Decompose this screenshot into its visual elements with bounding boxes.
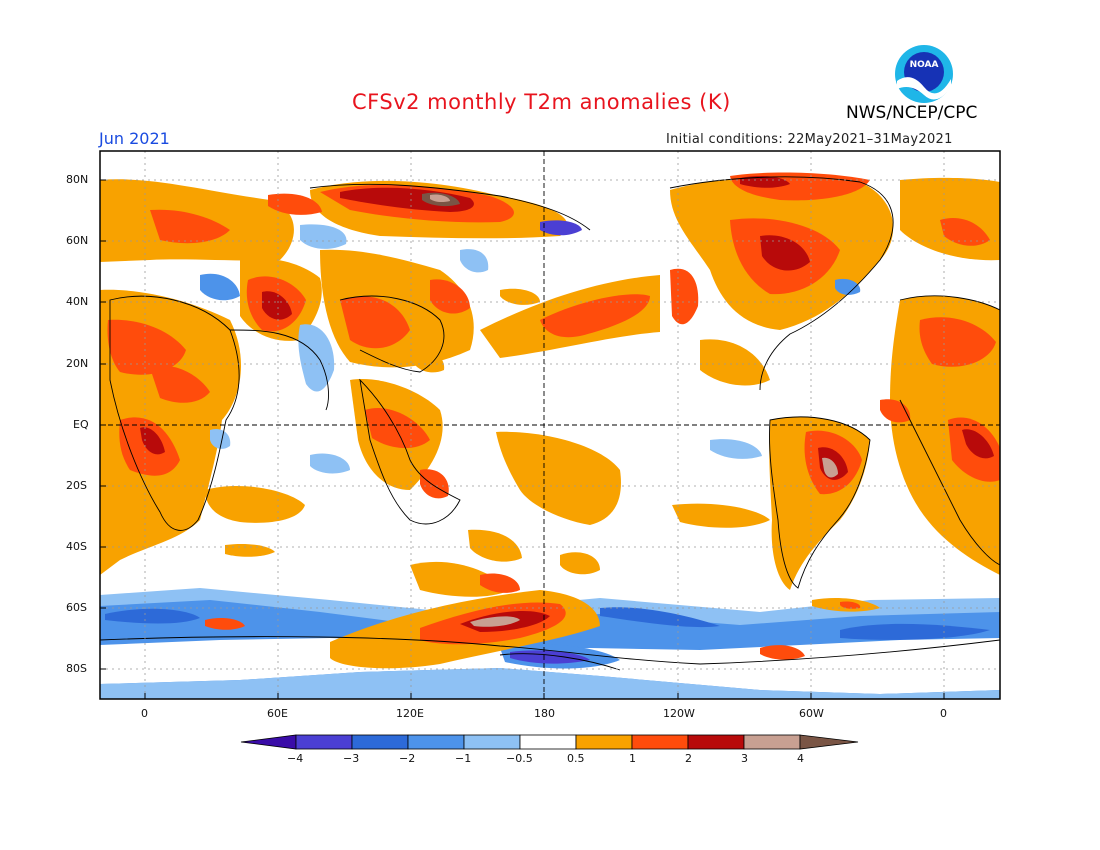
colorbar-bin [575,734,633,750]
colorbar-bin [631,734,689,750]
colorbar-label: −3 [343,752,360,765]
lat-label: 60N [66,234,89,247]
lon-label: 0 [141,707,148,720]
colorbar-label: −4 [287,752,304,765]
lat-label: 20S [66,479,87,492]
lat-label: 40N [66,295,89,308]
colorbar-arrow-high [799,734,859,750]
colorbar [240,734,859,750]
colorbar-label: 1 [629,752,636,765]
colorbar-bin [743,734,801,750]
lat-label: 80S [66,662,87,675]
gridlines [100,151,1000,699]
colorbar-bin [407,734,465,750]
colorbar-bin [295,734,353,750]
axis-ticks [100,179,945,699]
lat-label: 40S [66,540,87,553]
colorbar-label: 2 [685,752,692,765]
colorbar-label: 4 [797,752,804,765]
noaa-logo: NOAA [895,45,953,103]
chart-title: CFSv2 monthly T2m anomalies (K) [352,90,731,114]
initial-conditions: Initial conditions: 22May2021–31May2021 [666,132,953,147]
lat-label: 20N [66,357,89,370]
lon-label: 120E [396,707,424,720]
colorbar-label: 0.5 [567,752,585,765]
lat-label: 80N [66,173,89,186]
colorbar-label: 3 [741,752,748,765]
lat-label: EQ [73,418,89,431]
forecast-month: Jun 2021 [99,129,170,148]
agency-label: NWS/NCEP/CPC [846,103,978,123]
colorbar-label: −2 [399,752,416,765]
colorbar-label: −1 [455,752,472,765]
colorbar-bin [463,734,521,750]
lon-label: 180 [534,707,555,720]
logo-text: NOAA [910,60,939,70]
coastlines [100,176,1000,671]
colorbar-bin [519,734,577,750]
anomaly-fields [100,172,1000,699]
lon-label: 60E [267,707,288,720]
lon-label: 60W [799,707,824,720]
colorbar-bin [351,734,409,750]
lon-label: 0 [940,707,947,720]
colorbar-bin [687,734,745,750]
colorbar-label: −0.5 [506,752,533,765]
lat-label: 60S [66,601,87,614]
africa-warm-east [890,295,1000,575]
equator-dateline [100,151,1000,699]
lon-label: 120W [663,707,695,720]
colorbar-arrow-low [240,734,297,750]
